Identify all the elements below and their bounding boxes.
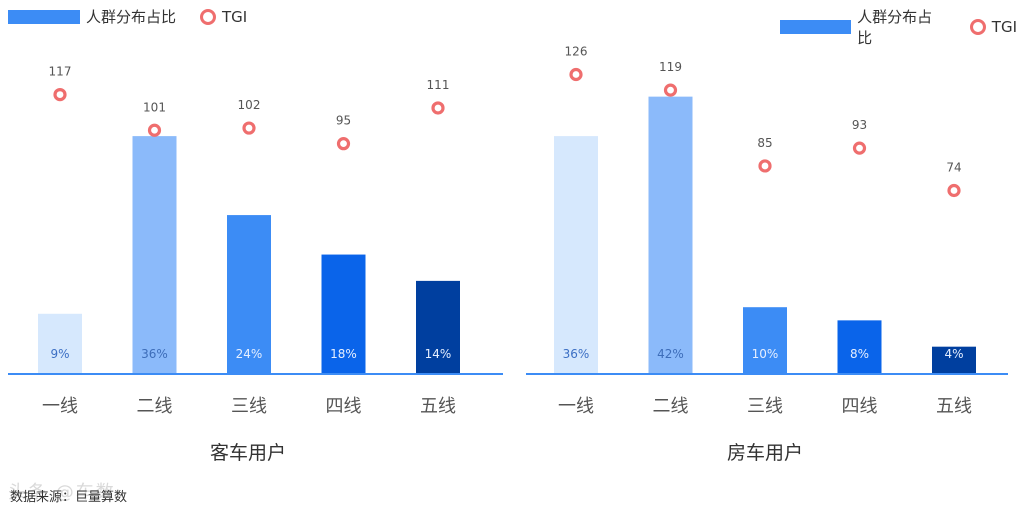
legend-tgi-label: TGI [222, 7, 248, 26]
x-tick-label: 四线 [326, 396, 362, 417]
tgi-point [947, 183, 961, 198]
tgi-value-label: 119 [659, 60, 682, 74]
tgi-point [53, 87, 67, 102]
bar [321, 254, 366, 373]
legend-right: 人群分布占比 TGI [780, 6, 1017, 48]
bar [38, 313, 82, 373]
bar [837, 320, 882, 373]
watermark: 头条 @车数 [8, 482, 116, 503]
tgi-value-label: 102 [238, 98, 261, 112]
tgi-point [242, 121, 256, 135]
tgi-value-label: 126 [565, 45, 588, 59]
bar-value-label: 36% [563, 347, 590, 361]
bar [932, 346, 976, 373]
bar-value-label: 9% [50, 347, 69, 361]
legend-tgi-marker [969, 19, 986, 35]
bar [554, 136, 598, 373]
tgi-value-label: 74 [946, 160, 961, 174]
tgi-point [431, 101, 445, 115]
bar [132, 136, 177, 373]
x-tick-label: 三线 [231, 396, 267, 417]
legend-bar-label: 人群分布占比 [86, 8, 177, 26]
x-tick-label: 一线 [558, 396, 594, 417]
bar-value-label: 36% [141, 347, 168, 361]
bar-value-label: 4% [944, 347, 963, 361]
tgi-value-label: 111 [427, 78, 450, 92]
bar [743, 307, 787, 373]
bar-value-label: 8% [850, 347, 869, 361]
bar-value-label: 14% [425, 347, 452, 361]
chart-title: 房车用户 [727, 442, 803, 464]
tgi-point [336, 137, 351, 151]
tgi-value-label: 85 [757, 136, 772, 150]
tgi-point [663, 83, 678, 97]
bar [227, 215, 271, 373]
x-tick-label: 二线 [653, 396, 689, 417]
bar-value-label: 18% [330, 347, 357, 361]
tgi-point [569, 67, 583, 82]
chart-title: 客车用户 [210, 442, 286, 464]
bar-value-label: 10% [752, 347, 779, 361]
bar [648, 96, 693, 373]
bar-value-label: 24% [236, 347, 263, 361]
tgi-point [852, 141, 867, 155]
legend-bar-swatch [780, 20, 852, 34]
legend-tgi-label: TGI [991, 18, 1017, 36]
data-source: 数据来源：巨量算数 [10, 490, 128, 505]
x-tick-label: 三线 [747, 396, 783, 417]
legend-bar-label: 人群分布占比 [857, 8, 933, 47]
tgi-point [758, 159, 772, 173]
tgi-value-label: 93 [852, 118, 867, 132]
tgi-value-label: 117 [49, 65, 72, 79]
x-tick-label: 五线 [936, 396, 972, 417]
x-tick-label: 二线 [137, 396, 173, 417]
bar [416, 280, 460, 373]
x-tick-label: 四线 [842, 396, 878, 417]
bar-value-label: 42% [657, 347, 684, 361]
legend-tgi-marker [200, 8, 217, 25]
x-tick-label: 五线 [420, 396, 456, 417]
tgi-point [147, 123, 162, 137]
legend-left: 人群分布占比 TGI [8, 6, 247, 27]
legend-bar-swatch [8, 9, 80, 24]
x-tick-label: 一线 [42, 396, 78, 417]
tgi-value-label: 95 [336, 114, 351, 128]
tgi-value-label: 101 [143, 100, 166, 114]
